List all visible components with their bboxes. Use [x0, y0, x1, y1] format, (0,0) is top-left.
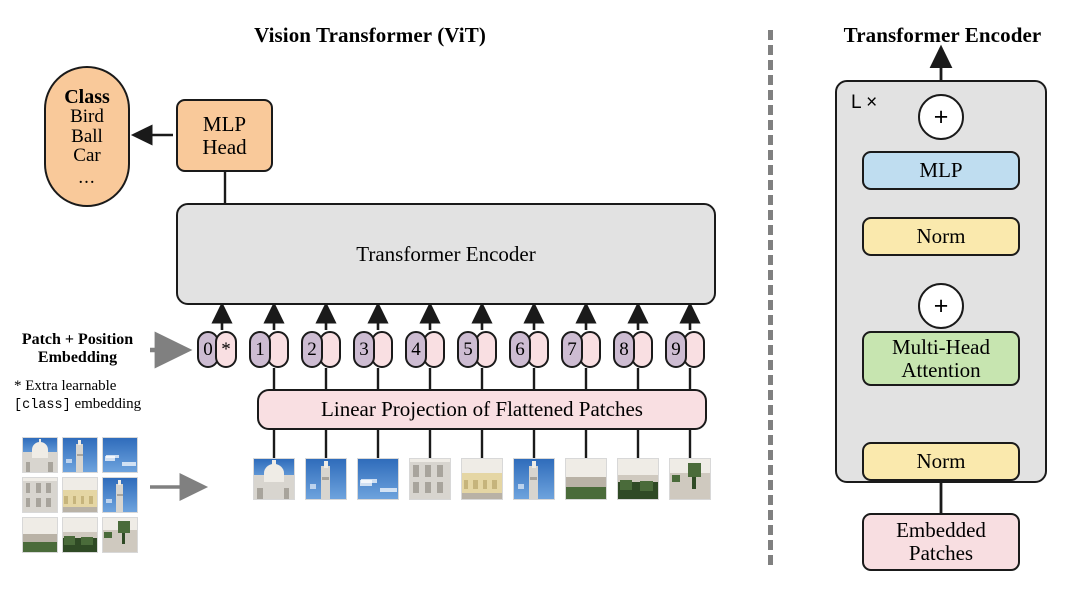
source-patch-r0-c1	[62, 437, 98, 473]
flattened-patch-3	[357, 458, 399, 500]
flattened-patch-2	[305, 458, 347, 500]
token-3: 3	[353, 331, 397, 368]
flattened-patch-6	[513, 458, 555, 500]
position-embedding-7: 7	[561, 331, 583, 368]
source-patch-r1-c1	[62, 477, 98, 513]
embedded-patches-block: Embedded Patches	[862, 513, 1020, 571]
footnote-line2: [class] embedding	[14, 395, 184, 414]
token-7: 7	[561, 331, 605, 368]
class-box-header: Class	[64, 85, 110, 108]
footnote-class-token: [class]	[14, 398, 71, 413]
residual-add-top: +	[918, 94, 964, 140]
position-embedding-9: 9	[665, 331, 687, 368]
source-patch-r1-c2	[102, 477, 138, 513]
token-8: 8	[613, 331, 657, 368]
position-embedding-3: 3	[353, 331, 375, 368]
panel-divider	[768, 30, 773, 565]
source-patch-r2-c0	[22, 517, 58, 553]
mlp-head-line1: MLP	[202, 111, 247, 136]
flattened-patch-5	[461, 458, 503, 500]
flattened-patch-1	[253, 458, 295, 500]
footnote-line1: * Extra learnable	[14, 378, 117, 394]
position-embedding-6: 6	[509, 331, 531, 368]
residual-add-bottom: +	[918, 283, 964, 329]
class-box-item-ball: Ball	[71, 125, 103, 147]
position-embedding-5: 5	[457, 331, 479, 368]
embedded-patches-line1: Embedded	[896, 518, 986, 543]
extra-learnable-footnote: * Extra learnable [class] embedding	[14, 377, 184, 414]
patch-position-embedding-label: Patch + Position Embedding	[10, 331, 145, 367]
source-patch-r2-c2	[102, 517, 138, 553]
patch-position-embedding-line2: Embedding	[37, 348, 118, 366]
source-patch-r0-c0	[22, 437, 58, 473]
norm-block-top-label: Norm	[916, 224, 966, 249]
source-patch-r1-c0	[22, 477, 58, 513]
norm-block-top: Norm	[862, 217, 1020, 256]
linear-projection-bar: Linear Projection of Flattened Patches	[257, 389, 707, 430]
flattened-patch-8	[617, 458, 659, 500]
token-5: 5	[457, 331, 501, 368]
token-2: 2	[301, 331, 345, 368]
token-4: 4	[405, 331, 449, 368]
transformer-encoder-bar: Transformer Encoder	[176, 203, 716, 305]
multi-head-attention-block: Multi-Head Attention	[862, 331, 1020, 386]
right-panel-title: Transformer Encoder	[843, 23, 1042, 47]
norm-block-bottom-label: Norm	[916, 449, 966, 474]
encoder-block-container	[835, 80, 1047, 483]
embedded-patches-line2: Patches	[908, 541, 974, 565]
residual-add-bottom-symbol: +	[933, 291, 949, 320]
flattened-patch-4	[409, 458, 451, 500]
token-9: 9	[665, 331, 709, 368]
norm-block-bottom: Norm	[862, 442, 1020, 481]
residual-add-top-symbol: +	[933, 102, 949, 131]
class-box-item-car: Car	[73, 145, 101, 167]
flattened-patch-7	[565, 458, 607, 500]
token-0: 0 *	[197, 331, 241, 368]
left-panel-title: Vision Transformer (ViT)	[254, 23, 486, 47]
class-output-box: Class Bird Ball Car ...	[44, 66, 130, 207]
patch-position-embedding-line1: Patch + Position	[21, 331, 134, 348]
transformer-encoder-bar-label: Transformer Encoder	[356, 241, 536, 266]
class-box-item-bird: Bird	[70, 106, 104, 128]
token-6: 6	[509, 331, 553, 368]
mlp-block-label: MLP	[919, 158, 963, 183]
position-embedding-8: 8	[613, 331, 635, 368]
position-embedding-2: 2	[301, 331, 323, 368]
position-embedding-4: 4	[405, 331, 427, 368]
attention-label-line1: Multi-Head	[892, 334, 990, 359]
class-box-ellipsis: ...	[78, 166, 96, 188]
repeat-count-label: L ×	[851, 92, 878, 113]
flattened-patch-9	[669, 458, 711, 500]
position-embedding-1: 1	[249, 331, 271, 368]
mlp-head-box: MLP Head	[176, 99, 273, 172]
source-image-patch-grid	[22, 437, 142, 557]
source-patch-r2-c1	[62, 517, 98, 553]
linear-projection-label: Linear Projection of Flattened Patches	[321, 397, 643, 422]
mlp-head-line2: Head	[202, 134, 247, 159]
token-1: 1	[249, 331, 293, 368]
attention-label-line2: Attention	[901, 357, 981, 382]
mlp-block: MLP	[862, 151, 1020, 190]
footnote-line2-tail: embedding	[70, 396, 142, 412]
patch-embedding-0: *	[215, 331, 237, 368]
source-patch-r0-c2	[102, 437, 138, 473]
